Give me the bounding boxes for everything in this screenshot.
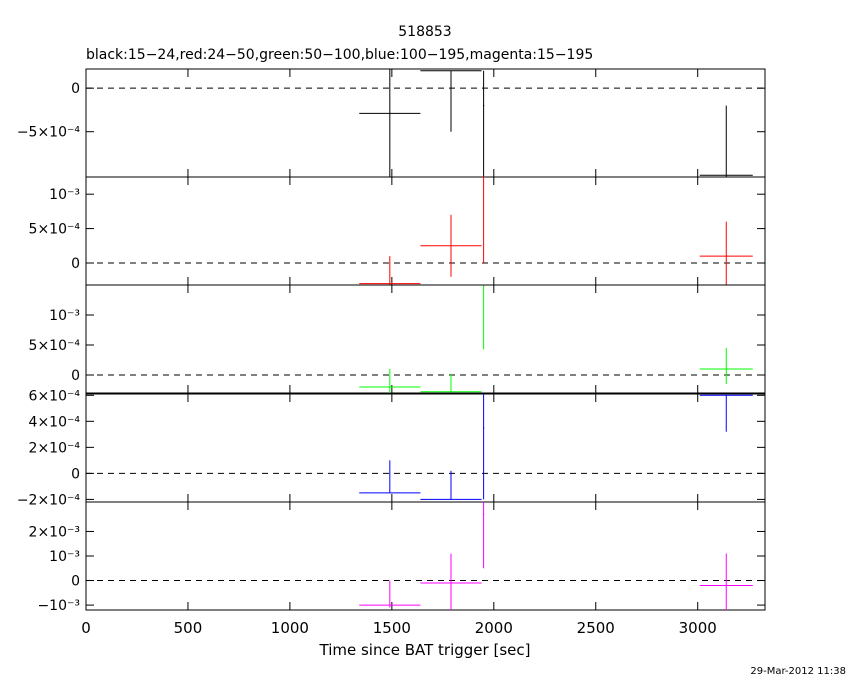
x-tick-label: 500 xyxy=(174,619,203,637)
y-tick-label: −2×10⁻⁴ xyxy=(17,492,81,508)
y-tick-label: 5×10⁻⁴ xyxy=(29,338,81,354)
data-point xyxy=(699,348,753,384)
data-point xyxy=(483,502,485,569)
y-tick-label: 0 xyxy=(71,574,80,590)
data-point xyxy=(420,373,482,393)
y-tick-label: 2×10⁻³ xyxy=(29,524,80,540)
data-point xyxy=(483,394,485,500)
y-tick-label: 2×10⁻⁴ xyxy=(29,440,81,456)
y-tick-label: 0 xyxy=(71,81,80,97)
data-point xyxy=(359,256,421,285)
data-point xyxy=(420,214,482,277)
panel-frame xyxy=(85,284,766,394)
x-tick-label: 1500 xyxy=(373,619,411,637)
data-point xyxy=(359,69,421,177)
chart-title: 518853 xyxy=(398,24,451,40)
timestamp: 29-Mar-2012 11:38 xyxy=(750,666,846,677)
data-point xyxy=(359,369,421,393)
y-tick-label: 0 xyxy=(71,368,80,384)
x-tick-label: 3000 xyxy=(679,619,717,637)
data-point xyxy=(420,70,482,132)
y-tick-label: 0 xyxy=(71,256,80,272)
data-point xyxy=(483,176,485,263)
data-point xyxy=(699,394,753,432)
y-tick-label: 10⁻³ xyxy=(49,308,80,324)
y-tick-label: 6×10⁻⁴ xyxy=(29,388,81,404)
y-tick-label: −10⁻³ xyxy=(37,598,80,614)
data-point xyxy=(420,553,482,610)
y-tick-label: 4×10⁻⁴ xyxy=(29,414,81,430)
y-tick-label: 10⁻³ xyxy=(49,549,80,565)
y-tick-label: −5×10⁻⁴ xyxy=(17,125,81,141)
panel-magenta: 2×10⁻³ 10⁻³ 0 −10⁻³ xyxy=(29,501,766,614)
data-point xyxy=(699,105,753,177)
panel-green: 10⁻³ 5×10⁻⁴ 0 xyxy=(29,284,766,394)
x-tick-label: 0 xyxy=(81,619,91,637)
y-tick-label: 5×10⁻⁴ xyxy=(29,222,81,238)
data-point xyxy=(420,470,482,500)
y-tick-label: 10⁻³ xyxy=(49,187,80,203)
data-point xyxy=(699,221,753,285)
data-point xyxy=(699,553,753,610)
data-point xyxy=(483,70,485,177)
data-point xyxy=(359,460,421,494)
data-point xyxy=(359,580,421,608)
y-tick-label: 0 xyxy=(71,466,80,482)
band-legend-subtitle: black:15−24,red:24−50,green:50−100,blue:… xyxy=(86,47,593,63)
panel-blue: 6×10⁻⁴ 4×10⁻⁴ 2×10⁻⁴ 0 −2×10⁻⁴ xyxy=(17,388,766,508)
x-axis: 0 500 1000 1500 2000 2500 3000 xyxy=(81,619,717,637)
x-axis-label: Time since BAT trigger [sec] xyxy=(319,641,531,659)
data-point xyxy=(483,285,485,350)
x-tick-label: 2000 xyxy=(475,619,513,637)
x-tick-label: 2500 xyxy=(577,619,615,637)
x-tick-label: 1000 xyxy=(271,619,309,637)
panel-stack: 0 −5×10⁻⁴ 10⁻³ 5×10⁻⁴ 0 10⁻³ 5×10⁻⁴ 0 6×10⁻⁴ 4×10… xyxy=(17,68,766,614)
